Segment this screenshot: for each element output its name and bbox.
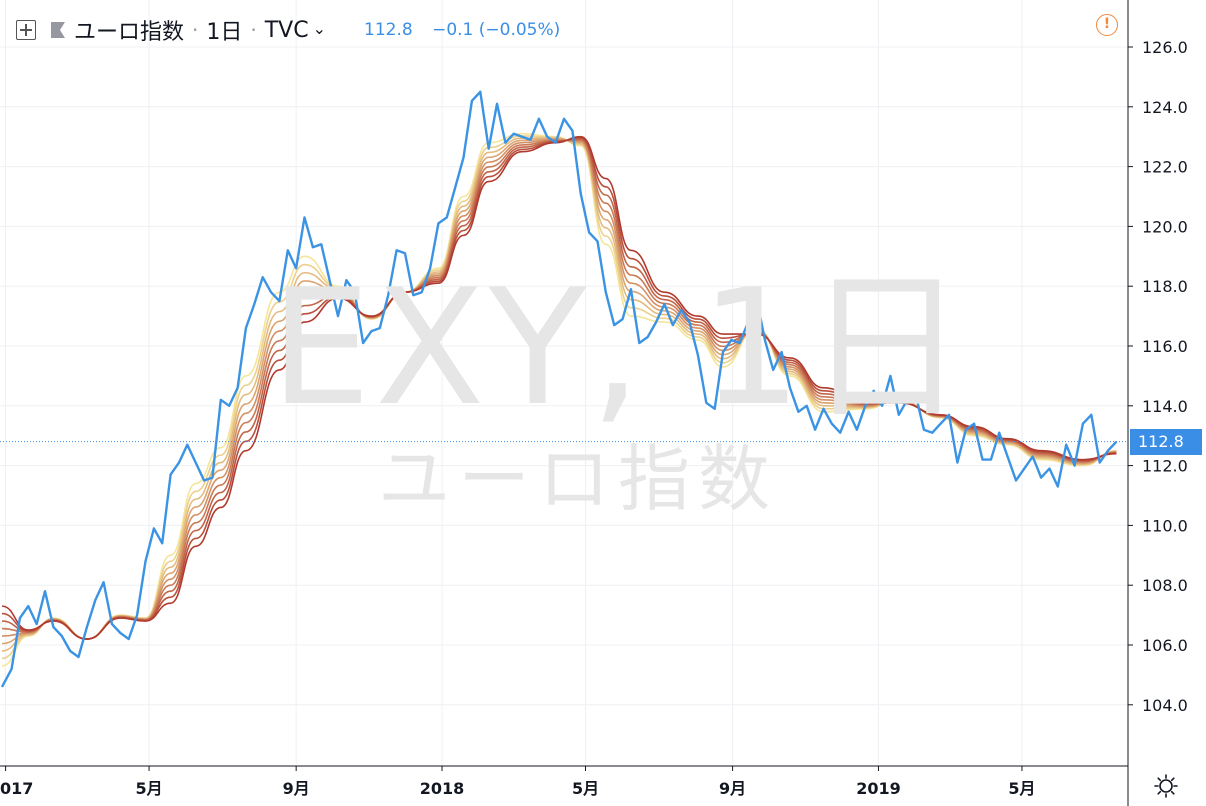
ma-ribbon-line-9	[1, 135, 1117, 640]
y-tick-label: 124.0	[1142, 98, 1188, 117]
x-tick-label: 5月	[136, 779, 163, 798]
gear-icon[interactable]	[1152, 772, 1180, 800]
x-tick-label: 5月	[1008, 779, 1035, 798]
exchange[interactable]: TVC	[264, 17, 309, 43]
y-tick-label: 116.0	[1142, 337, 1188, 356]
ma-ribbon-line-6	[1, 139, 1117, 640]
symbol-name[interactable]: ユーロ指数	[74, 20, 185, 45]
ma-ribbon-line-8	[1, 137, 1117, 640]
y-tick-label: 112.0	[1142, 457, 1188, 476]
chevron-down-icon[interactable]: ⌄	[312, 18, 326, 38]
price-values: 112.8 −0.1 (−0.05%)	[364, 20, 574, 40]
y-tick-label: 126.0	[1142, 38, 1188, 57]
x-tick-label: 2018	[420, 779, 465, 798]
y-tick-label: 120.0	[1142, 217, 1188, 236]
interval[interactable]: 1日	[206, 20, 243, 45]
y-tick-label: 114.0	[1142, 397, 1188, 416]
flag-icon[interactable]	[50, 21, 66, 39]
change-value: −0.1 (−0.05%)	[432, 20, 561, 40]
x-tick-label: 017	[0, 779, 33, 798]
alert-icon[interactable]: !	[1096, 14, 1118, 36]
x-tick-label: 9月	[719, 779, 746, 798]
x-tick-label: 5月	[572, 779, 599, 798]
price-series-line	[0, 90, 1118, 688]
last-value: 112.8	[364, 20, 413, 40]
y-tick-label: 108.0	[1142, 576, 1188, 595]
y-tick-label: 104.0	[1142, 696, 1188, 715]
y-tick-label: 118.0	[1142, 277, 1188, 296]
y-tick-label: 106.0	[1142, 636, 1188, 655]
plus-square-icon[interactable]	[16, 20, 36, 40]
y-tick-label: 110.0	[1142, 516, 1188, 535]
x-tick-label: 9月	[283, 779, 310, 798]
chart-legend-header: ユーロ指数 · 1日 · TVC ⌄ 112.8 −0.1 (−0.05%)	[16, 14, 574, 46]
y-tick-label: 122.0	[1142, 158, 1188, 177]
x-tick-label: 2019	[856, 779, 901, 798]
ma-ribbon-line-7	[1, 138, 1117, 640]
last-price-tag: 112.8	[1130, 428, 1202, 455]
ma-ribbon-line-5	[1, 138, 1117, 640]
